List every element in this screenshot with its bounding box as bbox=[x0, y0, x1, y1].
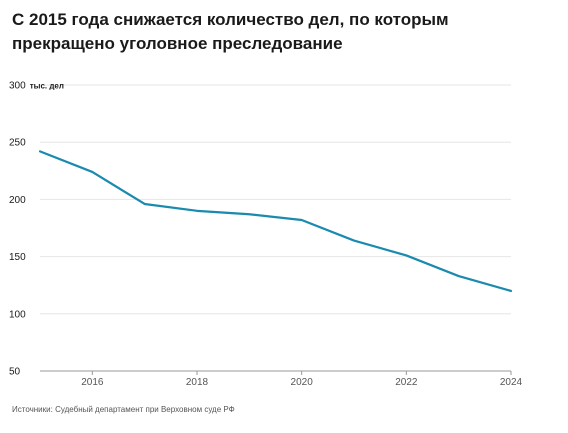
series-line-0 bbox=[38, 150, 513, 293]
x-tick-labels: 2016 2018 2020 2022 2024 bbox=[81, 377, 522, 388]
source-note: Источники: Судебный департамент при Верх… bbox=[12, 405, 235, 414]
chart-title: С 2015 года снижается количество дел, по… bbox=[12, 8, 552, 56]
x-tick-label-2020: 2020 bbox=[291, 377, 314, 388]
y-tick-label-150: 150 bbox=[9, 252, 26, 263]
y-tick-label-200: 200 bbox=[9, 195, 26, 206]
x-tick-label-2022: 2022 bbox=[395, 377, 418, 388]
y-tick-label-250: 250 bbox=[9, 138, 26, 149]
series-lines bbox=[38, 150, 513, 293]
x-tick-label-2024: 2024 bbox=[500, 377, 523, 388]
x-axis bbox=[40, 370, 512, 375]
chart-title-line-2: прекращено уголовное преследование bbox=[12, 34, 343, 53]
chart-title-line-1: С 2015 года снижается количество дел, по… bbox=[12, 10, 449, 29]
y-tick-label-50: 50 bbox=[9, 367, 21, 378]
grid-lines bbox=[40, 84, 511, 315]
x-tick-label-2016: 2016 bbox=[81, 377, 104, 388]
y-unit-label: тыс. дел bbox=[30, 82, 64, 91]
y-tick-labels: 50 100 150 200 250 300 тыс. дел bbox=[9, 81, 64, 378]
y-tick-label-300: 300 тыс. дел bbox=[9, 81, 64, 92]
x-tick-label-2018: 2018 bbox=[186, 377, 209, 388]
y-tick-label-100: 100 bbox=[9, 309, 26, 320]
